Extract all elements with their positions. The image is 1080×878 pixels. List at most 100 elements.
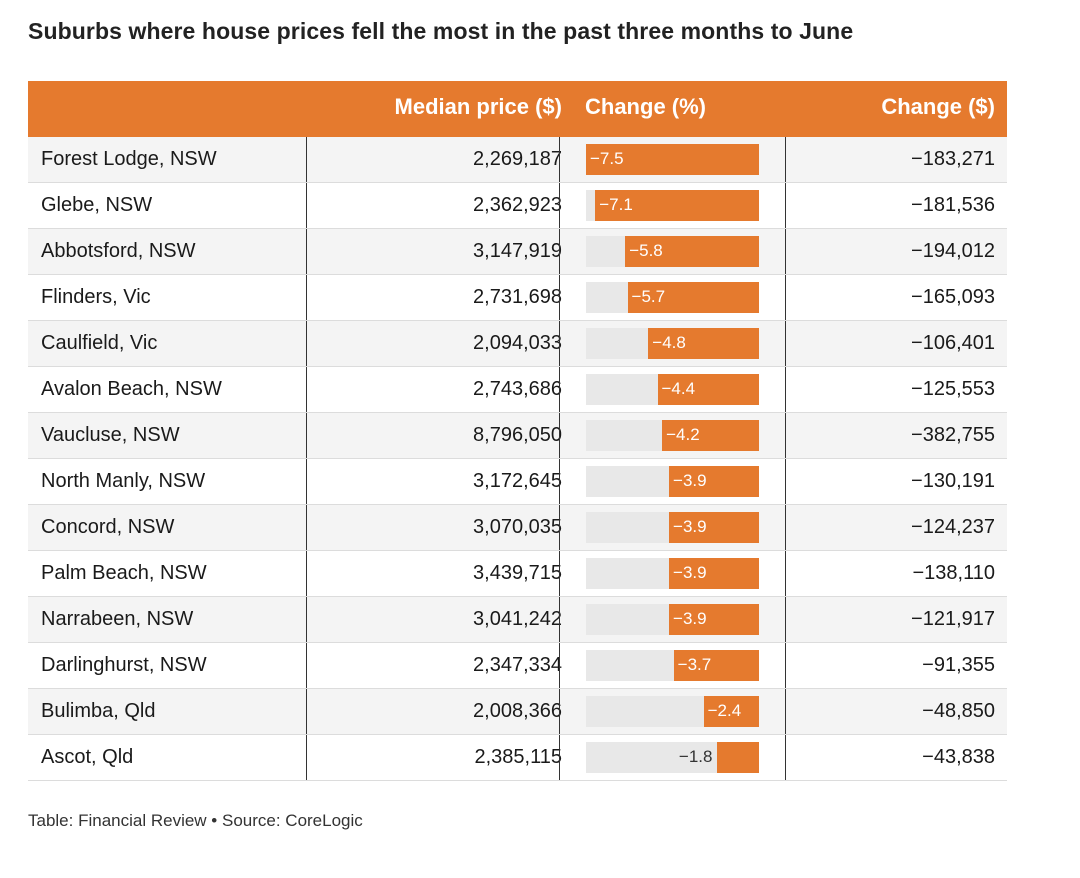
median-price: 2,743,686 — [473, 378, 562, 400]
change-dollar: −121,917 — [911, 608, 995, 630]
table-row: Bulimba, Qld 2,008,366 −2.4 −48,850 — [28, 689, 1007, 735]
suburb-name: Abbotsford, NSW — [41, 240, 196, 262]
table-row: Avalon Beach, NSW 2,743,686 −4.4 −125,553 — [28, 367, 1007, 413]
change-bar — [673, 650, 759, 681]
column-divider — [559, 689, 560, 734]
header-change-pct: Change (%) — [585, 94, 706, 119]
column-divider — [306, 689, 307, 734]
table-row: Glebe, NSW 2,362,923 −7.1 −181,536 — [28, 183, 1007, 229]
change-bar-track: −7.1 — [586, 190, 759, 221]
column-divider — [785, 321, 786, 366]
header-change-dollar: Change ($) — [881, 94, 995, 119]
change-dollar: −106,401 — [911, 332, 995, 354]
change-bar — [669, 558, 759, 589]
median-price: 2,269,187 — [473, 148, 562, 170]
column-divider — [306, 413, 307, 458]
change-dollar: −124,237 — [911, 516, 995, 538]
column-divider — [559, 643, 560, 688]
column-divider — [306, 459, 307, 504]
change-bar — [662, 420, 759, 451]
column-divider — [785, 459, 786, 504]
header-median-price: Median price ($) — [394, 94, 562, 119]
column-divider — [306, 367, 307, 412]
change-pct-label: −4.2 — [666, 425, 700, 444]
suburb-name: Flinders, Vic — [41, 286, 151, 308]
table-row: Ascot, Qld 2,385,115 −1.8 −43,838 — [28, 735, 1007, 781]
median-price: 2,008,366 — [473, 700, 562, 722]
column-divider — [306, 643, 307, 688]
suburb-name: Vaucluse, NSW — [41, 424, 180, 446]
column-divider — [785, 275, 786, 320]
change-pct-label: −2.4 — [707, 701, 742, 720]
column-divider — [559, 505, 560, 550]
table-row: Flinders, Vic 2,731,698 −5.7 −165,093 — [28, 275, 1007, 321]
change-dollar: −382,755 — [911, 424, 995, 446]
median-price: 3,041,242 — [473, 608, 562, 630]
suburb-name: Concord, NSW — [41, 516, 175, 538]
change-bar-track: −4.4 — [586, 374, 759, 405]
change-bar-track: −1.8 — [586, 742, 759, 773]
median-price: 3,439,715 — [473, 562, 562, 584]
chart-title: Suburbs where house prices fell the most… — [28, 18, 854, 44]
column-divider — [306, 321, 307, 366]
suburb-name: Darlinghurst, NSW — [41, 654, 207, 676]
suburb-name: Caulfield, Vic — [41, 332, 158, 354]
table-row: Caulfield, Vic 2,094,033 −4.8 −106,401 — [28, 321, 1007, 367]
column-divider — [306, 275, 307, 320]
change-dollar: −165,093 — [911, 286, 995, 308]
table-row: Forest Lodge, NSW 2,269,187 −7.5 −183,271 — [28, 137, 1007, 183]
change-bar-track: −4.8 — [586, 328, 759, 359]
change-bar-track: −4.2 — [586, 420, 759, 451]
table-row: Concord, NSW 3,070,035 −3.9 −124,237 — [28, 505, 1007, 551]
change-dollar: −125,553 — [911, 378, 995, 400]
table-row: Darlinghurst, NSW 2,347,334 −3.7 −91,355 — [28, 643, 1007, 689]
column-divider — [306, 597, 307, 642]
column-divider — [559, 551, 560, 596]
column-divider — [306, 183, 307, 228]
change-pct-label: −4.8 — [652, 333, 686, 352]
change-dollar: −91,355 — [922, 654, 995, 676]
median-price: 8,796,050 — [473, 424, 562, 446]
data-table: Median price ($) Change (%) Change ($) F… — [28, 81, 1007, 781]
change-bar — [657, 374, 759, 405]
change-pct-label: −3.7 — [677, 655, 712, 674]
column-divider — [559, 275, 560, 320]
change-pct-label: −3.9 — [673, 517, 707, 536]
median-price: 2,385,115 — [474, 746, 563, 768]
change-pct-label: −3.9 — [673, 471, 707, 490]
suburb-name: North Manly, NSW — [41, 470, 206, 492]
change-bar — [627, 282, 759, 313]
change-bar-track: −5.8 — [586, 236, 759, 267]
suburb-name: Glebe, NSW — [41, 194, 153, 216]
change-pct-label: −5.8 — [629, 241, 663, 260]
change-bar-track: −3.9 — [586, 604, 759, 635]
median-price: 3,147,919 — [473, 240, 562, 262]
median-price: 2,347,334 — [473, 654, 562, 676]
change-bar — [669, 604, 759, 635]
column-divider — [785, 735, 786, 780]
column-divider — [559, 321, 560, 366]
change-dollar: −130,191 — [911, 470, 995, 492]
column-divider — [559, 367, 560, 412]
column-divider — [785, 137, 786, 182]
column-divider — [306, 551, 307, 596]
column-divider — [306, 137, 307, 182]
column-divider — [785, 413, 786, 458]
table-header: Median price ($) Change (%) Change ($) — [28, 81, 1007, 137]
column-divider — [559, 183, 560, 228]
column-divider — [306, 505, 307, 550]
change-bar-track: −3.9 — [586, 558, 759, 589]
change-bar — [703, 696, 759, 727]
source-footer: Table: Financial Review • Source: CoreLo… — [28, 811, 363, 830]
suburb-name: Avalon Beach, NSW — [41, 378, 222, 400]
column-divider — [785, 505, 786, 550]
column-divider — [785, 229, 786, 274]
column-divider — [559, 229, 560, 274]
table-row: Vaucluse, NSW 8,796,050 −4.2 −382,755 — [28, 413, 1007, 459]
column-divider — [306, 735, 307, 780]
median-price: 3,070,035 — [473, 516, 562, 538]
change-dollar: −48,850 — [922, 700, 995, 722]
median-price: 2,094,033 — [473, 332, 562, 354]
column-divider — [559, 137, 560, 182]
column-divider — [559, 735, 560, 780]
